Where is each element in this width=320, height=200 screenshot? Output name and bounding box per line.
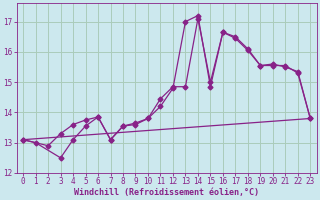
X-axis label: Windchill (Refroidissement éolien,°C): Windchill (Refroidissement éolien,°C): [74, 188, 259, 197]
